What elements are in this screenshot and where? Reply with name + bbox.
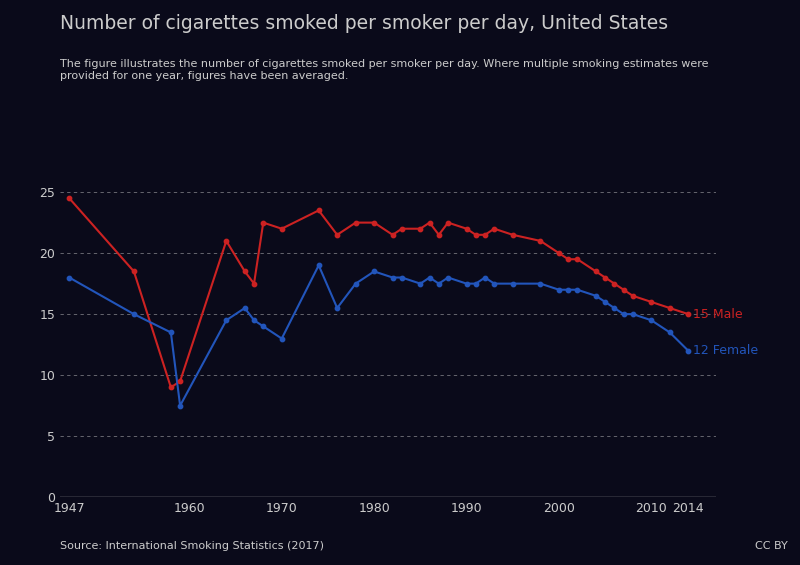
Point (165, 383, 178, 392)
Point (442, 218, 454, 227)
Point (127, 310, 140, 319)
Point (238, 267, 251, 276)
Point (386, 273, 399, 282)
Point (645, 316, 658, 325)
Point (460, 279, 473, 288)
Point (442, 273, 454, 282)
Point (174, 377, 186, 386)
Point (618, 285, 630, 294)
Point (275, 224, 288, 233)
Point (470, 279, 482, 288)
Point (220, 316, 233, 325)
Point (248, 316, 261, 325)
Point (63, 194, 76, 203)
Point (478, 231, 491, 240)
Text: The figure illustrates the number of cigarettes smoked per smoker per day. Where: The figure illustrates the number of cig… (60, 59, 709, 81)
Point (127, 267, 140, 276)
Point (330, 303, 343, 312)
Point (165, 328, 178, 337)
Point (682, 310, 694, 319)
Point (608, 279, 621, 288)
Point (368, 267, 381, 276)
Point (63, 273, 76, 282)
Text: Source: International Smoking Statistics (2017): Source: International Smoking Statistics… (60, 541, 324, 551)
Point (257, 322, 270, 331)
Point (433, 279, 446, 288)
Point (534, 236, 547, 245)
Point (571, 255, 584, 264)
Text: CC BY: CC BY (755, 541, 788, 551)
Point (395, 224, 408, 233)
Point (663, 328, 676, 337)
Point (534, 279, 547, 288)
Point (423, 218, 436, 227)
Text: 15 Male: 15 Male (693, 307, 742, 321)
Point (571, 285, 584, 294)
Point (423, 273, 436, 282)
Point (682, 346, 694, 355)
Point (330, 231, 343, 240)
Point (238, 303, 251, 312)
Point (395, 273, 408, 282)
Point (248, 279, 261, 288)
Point (488, 224, 501, 233)
Text: Number of cigarettes smoked per smoker per day, United States: Number of cigarettes smoked per smoker p… (60, 14, 668, 33)
Point (553, 285, 566, 294)
Point (386, 231, 399, 240)
Point (506, 231, 519, 240)
Point (663, 303, 676, 312)
Point (488, 279, 501, 288)
Point (598, 297, 611, 306)
Point (174, 401, 186, 410)
Point (350, 218, 362, 227)
Point (470, 231, 482, 240)
Point (433, 231, 446, 240)
Point (590, 292, 602, 301)
Text: 12 Female: 12 Female (693, 344, 758, 357)
Point (626, 310, 639, 319)
Point (562, 285, 574, 294)
Point (598, 273, 611, 282)
Point (553, 249, 566, 258)
Point (626, 292, 639, 301)
Point (645, 297, 658, 306)
Point (414, 279, 426, 288)
Point (608, 303, 621, 312)
Point (590, 267, 602, 276)
Point (618, 310, 630, 319)
Point (506, 279, 519, 288)
Point (312, 261, 325, 270)
Point (350, 279, 362, 288)
Point (257, 218, 270, 227)
Point (368, 218, 381, 227)
Point (460, 224, 473, 233)
Point (478, 273, 491, 282)
Point (312, 206, 325, 215)
Point (220, 236, 233, 245)
Point (562, 255, 574, 264)
Point (275, 334, 288, 343)
Point (414, 224, 426, 233)
